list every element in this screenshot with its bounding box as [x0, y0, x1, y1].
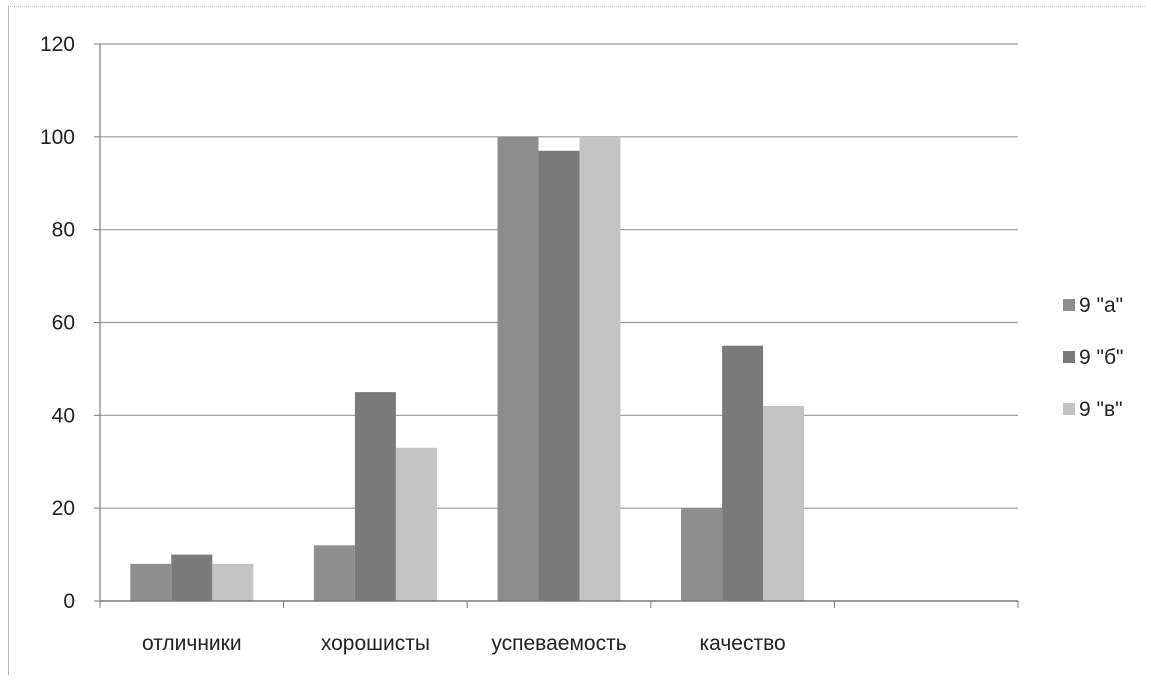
y-tick-label-20: 20	[52, 497, 75, 520]
y-tick-label-60: 60	[52, 312, 75, 335]
x-category-label-1: хорошисты	[321, 632, 430, 655]
bar-1-0	[313, 545, 355, 601]
bar-3-0	[681, 508, 723, 601]
legend-swatch-0	[1063, 299, 1075, 311]
bar-2-1	[538, 150, 580, 601]
x-category-label-3: качество	[699, 632, 785, 655]
bar-0-1	[171, 554, 213, 601]
bar-1-1	[354, 392, 396, 601]
y-tick-label-120: 120	[40, 33, 75, 56]
legend-label-0: 9 "а"	[1079, 294, 1123, 317]
x-category-labels: отличники хорошисты успеваемость качество	[142, 632, 786, 655]
bar-3-2	[763, 406, 805, 601]
bar-1-2	[395, 447, 437, 601]
legend-swatch-2	[1063, 403, 1075, 415]
y-tick-label-80: 80	[52, 219, 75, 242]
bar-0-0	[130, 563, 172, 601]
bar-2-2	[579, 136, 621, 602]
legend: 9 "а" 9 "б" 9 "в"	[1063, 294, 1123, 421]
x-category-label-2: успеваемость	[491, 632, 626, 655]
bar-0-2	[212, 563, 254, 601]
y-tick-label-0: 0	[63, 590, 75, 613]
y-tick-label-100: 100	[40, 126, 75, 149]
bar-2-0	[497, 136, 539, 602]
bars	[130, 136, 805, 602]
x-category-label-0: отличники	[142, 632, 242, 655]
axes	[94, 43, 1019, 608]
y-tick-labels: 0 20 40 60 80 100 120	[40, 33, 75, 613]
y-tick-label-40: 40	[52, 404, 75, 427]
legend-label-1: 9 "б"	[1079, 346, 1123, 369]
bar-3-1	[722, 345, 764, 601]
legend-swatch-1	[1063, 351, 1075, 363]
legend-label-2: 9 "в"	[1079, 398, 1123, 421]
